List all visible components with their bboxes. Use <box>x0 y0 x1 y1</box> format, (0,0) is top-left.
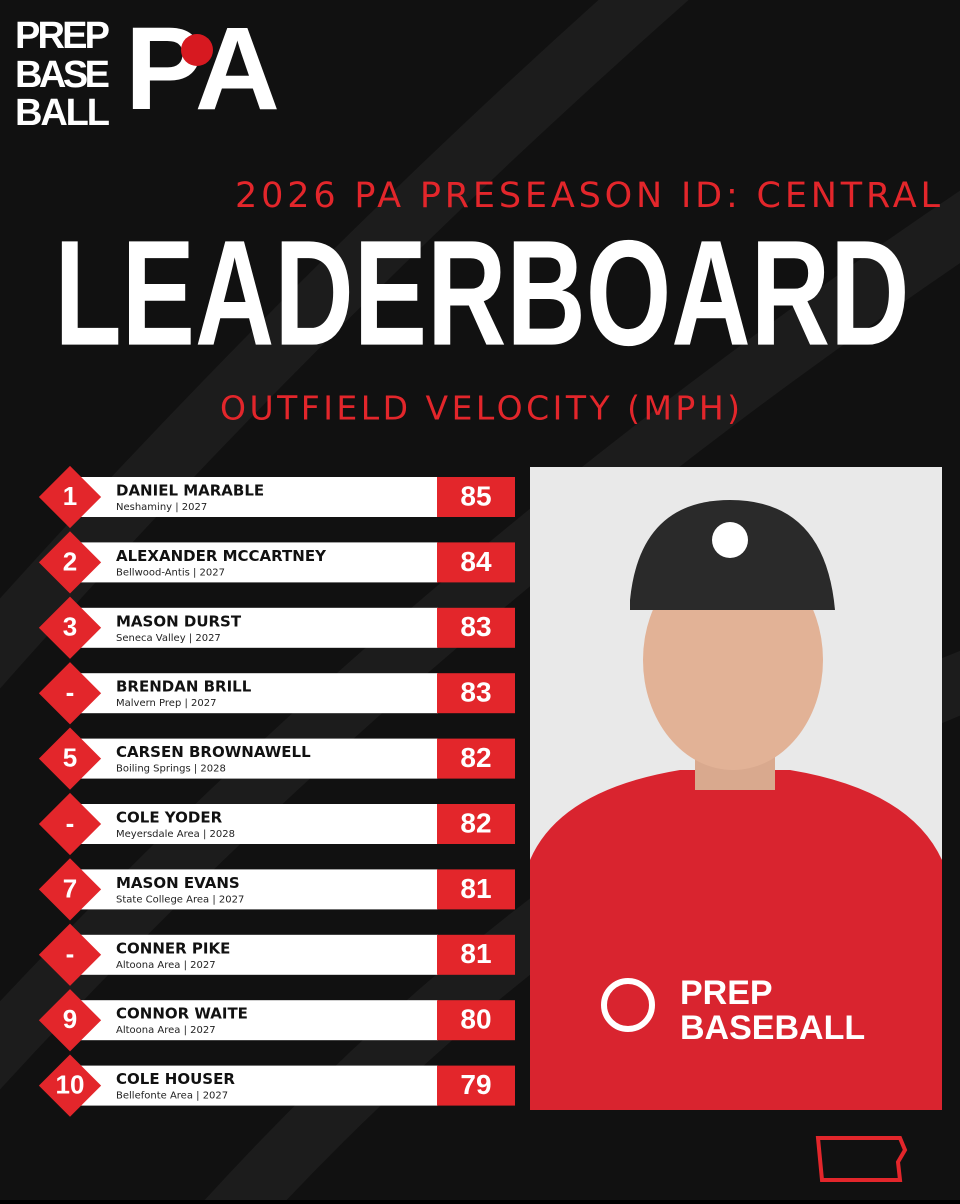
player-name: COLE YODER <box>116 809 223 827</box>
leaderboard-row: 2 ALEXANDER MCCARTNEY Bellwood-Antis | 202… <box>38 531 515 594</box>
rank: 10 <box>56 1069 85 1099</box>
rank: 9 <box>63 1004 77 1034</box>
rank: - <box>66 939 75 969</box>
player-detail: Malvern Prep | 2027 <box>116 698 216 709</box>
player-detail: Bellwood-Antis | 2027 <box>116 567 225 578</box>
shirt <box>530 770 942 1110</box>
velocity: 85 <box>460 480 491 511</box>
subtitle: OUTFIELD VELOCITY (MPH) <box>220 389 740 428</box>
velocity: 83 <box>460 611 491 642</box>
row-bar <box>80 804 438 844</box>
velocity: 80 <box>460 1004 491 1035</box>
main-title: LEADERBOARD <box>55 209 910 377</box>
row-bar <box>80 607 438 648</box>
player-name: DANIEL MARABLE <box>116 482 264 500</box>
logo-line: BALL <box>15 92 110 134</box>
player-name: CONNER PIKE <box>116 939 230 957</box>
leaderboard-row: - BRENDAN BRILL Malvern Prep | 2027 83 <box>38 662 515 725</box>
leaderboard-row: - CONNER PIKE Altoona Area | 2027 81 <box>38 923 515 986</box>
player-detail: Meyersdale Area | 2028 <box>116 829 235 840</box>
player-name: MASON DURST <box>116 612 242 630</box>
cap-logo <box>712 522 748 558</box>
rank-diamond <box>38 923 102 986</box>
leaderboard-row: 7 MASON EVANS State College Area | 2027 81 <box>38 858 515 921</box>
row-bar <box>80 934 438 975</box>
leaderboard-row: 1 DANIEL MARABLE Neshaminy | 2027 85 <box>38 465 515 529</box>
logo-ball <box>181 34 213 66</box>
value-box <box>437 477 515 517</box>
row-bar <box>80 542 438 583</box>
player-name: COLE HOUSER <box>116 1070 235 1088</box>
rank: 3 <box>63 612 77 642</box>
rank-diamond <box>38 989 102 1052</box>
rank: 5 <box>63 742 77 772</box>
value-box <box>437 542 515 583</box>
row-bar <box>80 477 438 517</box>
player-photo: PREP BASEBALL <box>530 467 942 1110</box>
row-bar <box>80 738 438 779</box>
player-detail: Bellefonte Area | 2027 <box>116 1091 228 1102</box>
value-box <box>437 738 515 779</box>
rank-diamond <box>38 465 102 529</box>
player-detail: Neshaminy | 2027 <box>116 502 207 513</box>
value-box <box>437 1000 515 1041</box>
logo-mark: PA <box>125 3 280 135</box>
shirt-logo <box>601 978 655 1032</box>
player-name: ALEXANDER MCCARTNEY <box>116 547 327 565</box>
row-bar <box>80 869 438 910</box>
rank-diamond <box>38 727 102 790</box>
velocity: 82 <box>460 807 491 838</box>
shirt-text: PREP <box>680 974 773 1012</box>
player-detail: Altoona Area | 2027 <box>116 960 216 971</box>
rank: 7 <box>63 873 77 903</box>
logo: PREP BASE BALL PA <box>15 3 280 135</box>
rank: - <box>66 677 75 707</box>
player-detail: Seneca Valley | 2027 <box>116 633 221 644</box>
player-detail: Boiling Springs | 2028 <box>116 764 226 775</box>
logo-line: BASE <box>15 54 110 96</box>
value-box <box>437 804 515 844</box>
rank: - <box>66 808 75 838</box>
rows: 1 DANIEL MARABLE Neshaminy | 2027 85 2 ALEXAN… <box>38 465 515 1117</box>
shirt-text: BASEBALL <box>680 1009 865 1047</box>
leaderboard-row: 9 CONNOR WAITE Altoona Area | 2027 80 <box>38 989 515 1052</box>
row-bar <box>80 1065 438 1106</box>
player-detail: State College Area | 2027 <box>116 894 244 905</box>
leaderboard-row: - COLE YODER Meyersdale Area | 2028 82 <box>38 792 515 856</box>
rank: 2 <box>63 546 77 576</box>
logo-line: PREP <box>15 15 110 57</box>
value-box <box>437 673 515 714</box>
velocity: 84 <box>460 546 492 577</box>
leaderboard-row: 3 MASON DURST Seneca Valley | 2027 83 <box>38 596 515 659</box>
velocity: 81 <box>460 938 491 969</box>
player-name: MASON EVANS <box>116 874 240 892</box>
rank-diamond <box>38 662 102 725</box>
value-box <box>437 869 515 910</box>
player-detail: Altoona Area | 2027 <box>116 1025 216 1036</box>
velocity: 79 <box>460 1069 491 1100</box>
value-box <box>437 1065 515 1106</box>
rank-diamond <box>38 858 102 921</box>
row-bar <box>80 673 438 714</box>
value-box <box>437 934 515 975</box>
velocity: 83 <box>460 677 491 708</box>
rank-diamond <box>38 792 102 856</box>
rank: 1 <box>63 481 77 511</box>
velocity: 81 <box>460 873 491 904</box>
leaderboard-row: 5 CARSEN BROWNAWELL Boiling Springs | 2028… <box>38 727 515 790</box>
leaderboard-row: 10 COLE HOUSER Bellefonte Area | 2027 79 <box>38 1054 515 1117</box>
velocity: 82 <box>460 742 491 773</box>
state-outline <box>815 1136 908 1182</box>
rank-diamond <box>38 596 102 659</box>
player-name: BRENDAN BRILL <box>116 678 252 696</box>
row-bar <box>80 1000 438 1041</box>
rank-diamond <box>38 531 102 594</box>
player-name: CARSEN BROWNAWELL <box>116 743 311 761</box>
value-box <box>437 607 515 648</box>
player-name: CONNOR WAITE <box>116 1005 248 1023</box>
